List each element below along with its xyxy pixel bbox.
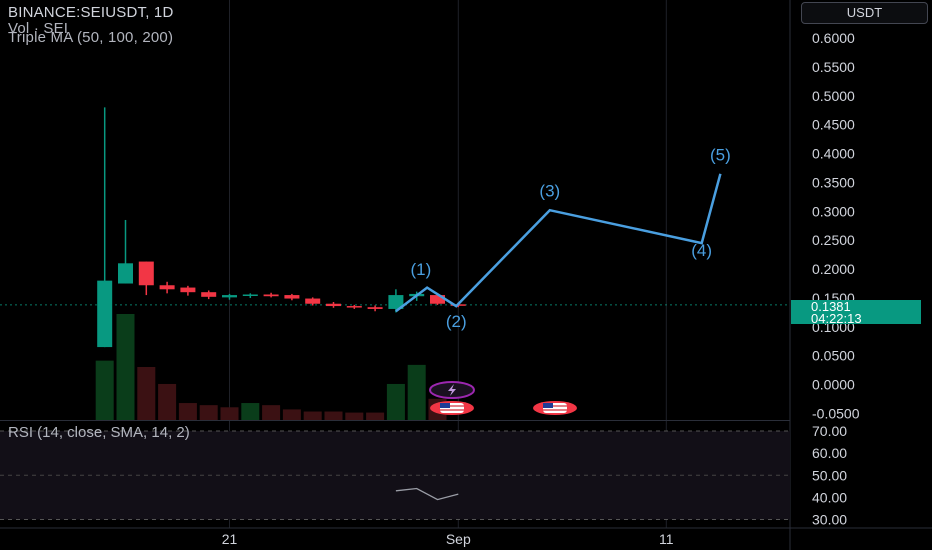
event-markers[interactable]: [429, 381, 577, 415]
currency-unit-button[interactable]: USDT: [801, 2, 928, 24]
rsi-tick-label: 40.00: [812, 489, 847, 505]
symbol-title[interactable]: BINANCE:SEIUSDT, 1D: [8, 4, 174, 21]
lightning-icon: [448, 384, 456, 396]
triple-ma-legend[interactable]: Triple MA (50, 100, 200): [8, 29, 174, 46]
candle-body: [326, 303, 341, 307]
flag-canton: [440, 403, 450, 408]
candle: [118, 219, 133, 284]
time-tick-label: Sep: [446, 531, 471, 547]
rsi-line: [395, 487, 459, 501]
candle: [346, 304, 362, 309]
price-tick-label: 0.2000: [812, 261, 855, 277]
rsi-tick-label: 30.00: [812, 512, 847, 528]
us-flag-event-icon[interactable]: [430, 401, 474, 415]
candle: [180, 285, 196, 296]
price-tick-label: 0.4000: [812, 146, 855, 162]
volume-bar: [178, 403, 197, 420]
price-axis: 0.6000 0.5500 0.5000 0.4500 0.4000 0.3500 0.30…: [812, 30, 860, 422]
price-tick-label: 0.0500: [812, 348, 855, 364]
last-price-tag: 0.1381 04:22:13: [791, 299, 921, 326]
candle-body: [201, 292, 217, 297]
candle: [201, 290, 217, 300]
volume-legend[interactable]: Vol · SEI: [8, 20, 69, 37]
candle-body: [242, 294, 258, 296]
candle: [222, 293, 237, 300]
price-tick-label: 0.5000: [812, 88, 855, 104]
price-tick-label: -0.0500: [812, 406, 860, 422]
volume-bars: [95, 314, 447, 420]
wave-label-4: (4): [691, 241, 712, 260]
volume-bar: [407, 364, 426, 420]
candle: [367, 305, 383, 312]
candle-body: [305, 298, 321, 304]
volume-bar: [220, 407, 239, 420]
candle-body: [222, 295, 237, 298]
price-tick-label: 0.6000: [812, 30, 855, 46]
candle: [138, 261, 154, 296]
volume-bar: [241, 403, 260, 420]
volume-bar: [366, 412, 385, 420]
wave-label-1: (1): [410, 260, 431, 279]
volume-bar: [303, 411, 322, 420]
price-tick-label: 0.2500: [812, 232, 855, 248]
rsi-axis: 70.00 60.00 50.00 40.00 30.00: [812, 423, 847, 528]
candle-body: [263, 294, 279, 297]
wave-label-3: (3): [539, 181, 560, 200]
candle: [284, 293, 300, 301]
candle-body: [97, 280, 113, 348]
volume-bar: [282, 409, 301, 420]
flag-canton: [543, 403, 553, 408]
candle: [388, 289, 404, 313]
candle-body: [180, 287, 196, 293]
candle: [263, 292, 279, 298]
price-tick-label: 0.3500: [812, 174, 855, 190]
price-tick-label: 0.0000: [812, 377, 855, 393]
candle-body: [388, 295, 404, 309]
wave-label-2: (2): [446, 312, 467, 331]
volume-bar: [199, 405, 218, 420]
candles: [97, 107, 466, 348]
price-tick-label: 0.4500: [812, 117, 855, 133]
volume-bar: [116, 314, 135, 420]
volume-bar: [95, 360, 114, 420]
last-price: 0.1381: [811, 299, 851, 314]
volume-bar: [262, 405, 281, 420]
volume-bar: [158, 383, 177, 420]
candle: [305, 297, 321, 306]
candle-body: [118, 263, 133, 284]
candle: [159, 281, 175, 294]
elliott-wave: (1) (2) (3) (4) (5): [395, 145, 731, 331]
flash-event-icon[interactable]: [429, 381, 475, 399]
candle-body: [346, 306, 362, 308]
rsi-tick-label: 70.00: [812, 423, 847, 439]
volume-bar: [386, 383, 405, 420]
candle-body: [159, 285, 175, 290]
volume-bar: [137, 367, 156, 420]
us-flag-event-icon[interactable]: [533, 401, 577, 415]
candle-body: [138, 261, 154, 286]
candle-body: [430, 295, 445, 304]
rsi-tick-label: 60.00: [812, 445, 847, 461]
time-axis: 21 Sep 11: [222, 531, 674, 547]
rsi-pane: [0, 430, 790, 521]
candle: [326, 302, 341, 308]
wave-line: [395, 173, 722, 313]
rsi-tick-label: 50.00: [812, 467, 847, 483]
price-tick-label: 0.5500: [812, 59, 855, 75]
wave-label-5: (5): [710, 145, 731, 164]
rsi-legend[interactable]: RSI (14, close, SMA, 14, 2): [8, 424, 190, 441]
time-tick-label: 21: [222, 531, 238, 547]
candle-body: [284, 295, 300, 299]
candle: [97, 107, 113, 348]
candle: [242, 293, 258, 298]
time-tick-label: 11: [659, 531, 674, 547]
candle-body: [367, 307, 383, 309]
price-tick-label: 0.3000: [812, 203, 855, 219]
volume-bar: [345, 412, 364, 420]
bar-countdown: 04:22:13: [811, 311, 862, 326]
volume-bar: [324, 411, 343, 420]
